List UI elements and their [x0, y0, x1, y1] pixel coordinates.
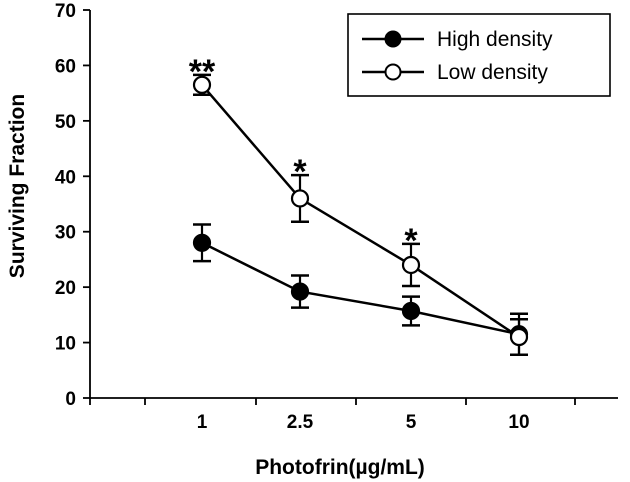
y-tick-label: 10 — [55, 334, 76, 355]
x-axis-title: Photofrin(µg/mL) — [255, 456, 425, 479]
data-point — [509, 327, 529, 347]
series-layer — [192, 73, 529, 357]
data-point — [401, 301, 421, 321]
y-tick-label: 70 — [55, 1, 76, 22]
significance-marker: ** — [189, 53, 216, 91]
y-axis-title: Surviving Fraction — [6, 94, 29, 278]
data-point — [290, 189, 310, 208]
significance-marker: * — [404, 222, 418, 260]
series-high-density — [192, 223, 529, 357]
legend-label-low-density: Low density — [437, 61, 548, 84]
series-line-low-density — [201, 84, 520, 339]
data-point — [290, 282, 310, 301]
data-point — [192, 233, 212, 252]
data-point — [401, 255, 421, 275]
x-tick-label: 1 — [197, 412, 208, 433]
series-line-high-density — [201, 241, 520, 336]
data-point — [192, 75, 212, 94]
y-tick-label: 60 — [55, 56, 76, 77]
legend-marker-high-density — [384, 30, 402, 48]
y-tick-label: 30 — [55, 223, 76, 244]
y-axis-ticks: 0 10 20 30 40 50 60 70 — [55, 1, 90, 410]
legend-marker-low-density — [384, 63, 402, 81]
legend-label-high-density: High density — [437, 28, 553, 51]
legend-box — [347, 13, 611, 97]
legend: High density Low density — [347, 13, 611, 97]
series-low-density — [192, 73, 529, 357]
y-tick-label: 0 — [65, 389, 76, 410]
x-tick-label: 5 — [406, 412, 417, 433]
x-tick-label: 10 — [508, 412, 529, 433]
x-tick-label: 2.5 — [287, 412, 314, 433]
x-axis-ticks: 1 2.5 5 10 — [89, 398, 576, 433]
y-tick-label: 40 — [55, 167, 76, 188]
significance-marker: * — [293, 153, 307, 191]
y-tick-label: 20 — [55, 278, 76, 299]
y-tick-label: 50 — [55, 112, 76, 133]
annotation-layer: **** — [189, 53, 419, 260]
axes — [89, 10, 618, 399]
